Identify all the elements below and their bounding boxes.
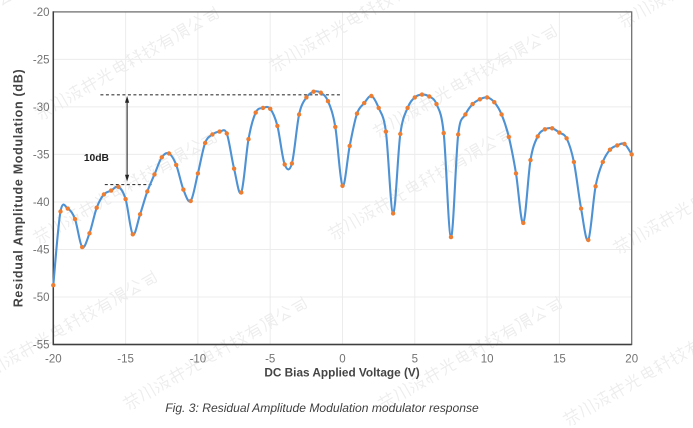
svg-text:-15: -15 bbox=[117, 354, 134, 366]
svg-text:Residual Amplitude Modulation: Residual Amplitude Modulation (dB) bbox=[12, 69, 26, 308]
svg-text:-20: -20 bbox=[45, 354, 62, 366]
svg-text:20: 20 bbox=[625, 354, 638, 366]
svg-text:DC Bias Applied Voltage (V): DC Bias Applied Voltage (V) bbox=[264, 366, 419, 380]
svg-text:-55: -55 bbox=[33, 340, 50, 352]
svg-text:-5: -5 bbox=[265, 354, 275, 366]
svg-text:-25: -25 bbox=[33, 54, 50, 66]
svg-text:15: 15 bbox=[553, 354, 566, 366]
svg-text:-40: -40 bbox=[33, 197, 50, 209]
svg-text:-30: -30 bbox=[33, 102, 50, 114]
svg-text:10: 10 bbox=[481, 354, 494, 366]
svg-text:-10: -10 bbox=[190, 354, 207, 366]
svg-text:-20: -20 bbox=[33, 7, 50, 19]
svg-text:0: 0 bbox=[339, 354, 345, 366]
svg-text:Fig. 3: Residual Amplitude Mod: Fig. 3: Residual Amplitude Modulation mo… bbox=[165, 401, 479, 415]
svg-text:10dB: 10dB bbox=[84, 153, 109, 164]
svg-text:-50: -50 bbox=[33, 292, 50, 304]
svg-text:-45: -45 bbox=[33, 245, 50, 257]
svg-text:-35: -35 bbox=[33, 149, 50, 161]
svg-text:5: 5 bbox=[412, 354, 418, 366]
